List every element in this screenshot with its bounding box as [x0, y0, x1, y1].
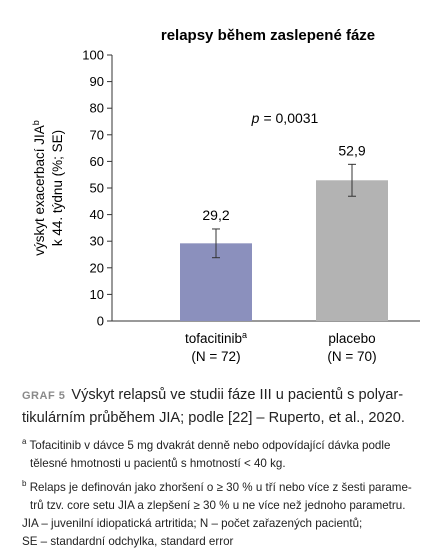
y-axis-label-line: výskyt exacerbací JIA — [32, 125, 47, 256]
annotation-symbol: p — [251, 110, 260, 126]
y-tick-label: 90 — [90, 74, 104, 89]
caption-line: tikulárním průběhem JIA; podle [22] – Ru… — [22, 410, 405, 426]
footnote-text: tělesné hmotnosti u pacientů s hmotností… — [30, 456, 286, 470]
caption: GRAF 5 Výskyt relapsů ve studii fáze III … — [22, 384, 437, 429]
y-axis-label: výskyt exacerbací JIAb k 44. týdnu (%; SE… — [31, 120, 65, 256]
chart-title: relapsy během zaslepené fáze — [161, 27, 375, 44]
caption-label: GRAF 5 — [22, 390, 66, 402]
y-tick-label: 10 — [90, 287, 104, 302]
annotation-text: = 0,0031 — [263, 110, 318, 126]
category-note: (N = 70) — [327, 349, 376, 364]
y-axis-label-superscript: b — [31, 120, 41, 125]
y-tick-label: 80 — [90, 101, 104, 116]
footnote-text: Tofacitinib v dávce 5 mg dvakrát denně n… — [29, 438, 391, 452]
abbreviations: JIA – juvenilní idiopatická artritida; N… — [22, 515, 437, 551]
y-tick-label: 50 — [90, 181, 104, 196]
category-superscript: a — [242, 330, 247, 340]
y-axis-label-line: k 44. týdnu (%; SE) — [50, 130, 65, 246]
x-tick-label: placebo — [328, 331, 375, 346]
footnote-mark: b — [22, 479, 27, 488]
y-tick-label: 70 — [90, 127, 104, 142]
value-label: 29,2 — [202, 207, 229, 223]
category-note: (N = 72) — [191, 349, 240, 364]
error-bar — [348, 163, 356, 197]
y-tick-label: 20 — [90, 260, 104, 275]
error-bar — [212, 228, 220, 259]
y-tick-label: 30 — [90, 234, 104, 249]
chart: relapsy během zaslepené fáze 0 10 20 30 40 50… — [31, 27, 420, 364]
x-tick-label: tofacitiniba — [185, 330, 247, 346]
caption-text: Výskyt relapsů ve studii fáze III u paci… — [71, 387, 404, 403]
abbreviation-line: JIA – juvenilní idiopatická artritida; N… — [22, 517, 363, 530]
caption-line: GRAF 5 Výskyt relapsů ve studii fáze III … — [22, 384, 437, 407]
y-tick-label: 60 — [90, 154, 104, 169]
y-tick-label: 0 — [97, 314, 104, 329]
bar — [316, 180, 388, 321]
category-name: tofacitinib — [185, 331, 242, 346]
y-tick-label: 100 — [82, 48, 104, 63]
footnote: b Relaps je definován jako zhoršení o ≥ … — [22, 475, 437, 515]
annotation: p = 0,0031 — [251, 110, 319, 126]
y-tick-label: 40 — [90, 207, 104, 222]
value-label: 52,9 — [338, 142, 365, 158]
abbreviation-line: SE – standardní odchylka, standard error — [22, 535, 234, 548]
footnote-mark: a — [22, 437, 27, 446]
category-name: placebo — [328, 331, 375, 346]
footnote: a Tofacitinib v dávce 5 mg dvakrát denně… — [22, 433, 437, 473]
footnote-text: trů tzv. core setu JIA a zlepšení ≥ 30 %… — [30, 498, 406, 512]
footnote-text: Relaps je definován jako zhoršení o ≥ 30… — [29, 480, 412, 494]
